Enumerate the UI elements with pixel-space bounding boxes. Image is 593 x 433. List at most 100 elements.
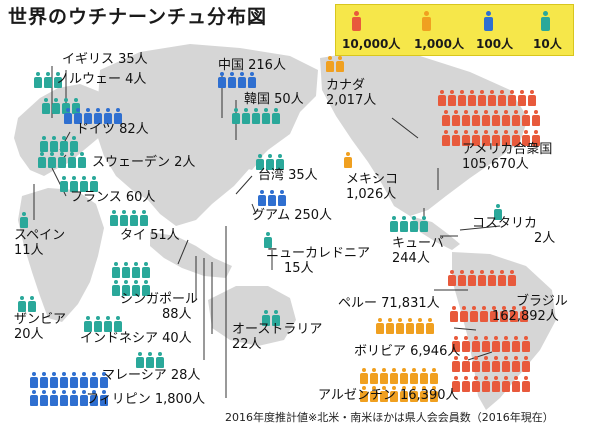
person-icon [94, 316, 102, 332]
person-icon [438, 90, 446, 106]
japan-shape [244, 140, 266, 170]
person-icon [70, 176, 78, 192]
footnote: 2016年度推計値※北米・南米ほかは県人会会員数（2016年現在） [225, 411, 554, 424]
person-icon [70, 372, 78, 388]
label-spain: スペイン 11人 [14, 228, 65, 258]
person-icon [80, 176, 88, 192]
label-zambia: ザンビア 20人 [14, 312, 66, 342]
person-icon [448, 90, 456, 106]
person-icon [60, 372, 68, 388]
person-icon [258, 190, 266, 206]
legend-label-1000: 1,000人 [414, 37, 464, 51]
label-mexico-count: 1,026人 [346, 187, 397, 202]
label-sweden: スウェーデン 2人 [92, 155, 196, 170]
label-usa-count: 105,670人 [462, 157, 529, 172]
person-icon [492, 376, 500, 392]
label-singapore-count: 88人 [162, 307, 192, 322]
person-icon [140, 210, 148, 226]
label-singapore-name: シンガポール [120, 292, 199, 307]
person-icon [502, 376, 510, 392]
label-australia: オーストラリア 22人 [232, 322, 322, 352]
label-mexico: メキシコ 1,026人 [346, 172, 398, 202]
label-taiwan: 台湾 35人 [258, 168, 318, 183]
person-icon [268, 190, 276, 206]
person-icon [50, 390, 58, 406]
person-icon [472, 356, 480, 372]
person-icon [218, 72, 226, 88]
person-icon [420, 386, 428, 402]
person-icon [478, 270, 486, 286]
person-icon [502, 110, 510, 126]
person-icon [462, 356, 470, 372]
person-icon [48, 152, 56, 168]
label-usa-name: アメリカ合衆国 [462, 142, 553, 157]
person-icon [90, 390, 98, 406]
person-icon [522, 376, 530, 392]
person-icon [380, 386, 388, 402]
person-icon [488, 270, 496, 286]
person-icon [498, 270, 506, 286]
label-brazil-count: 162,892人 [492, 309, 559, 324]
person-icon [142, 280, 150, 296]
person-icon [452, 130, 460, 146]
person-icon [146, 352, 154, 368]
person-icon [104, 316, 112, 332]
person-icon [410, 216, 418, 232]
person-icon [90, 176, 98, 192]
person-icon [396, 318, 404, 334]
label-costarica-name: コスタリカ [472, 216, 538, 231]
person-icon [360, 368, 368, 384]
person-icon [228, 72, 236, 88]
legend-label-10: 10人 [533, 37, 562, 51]
person-icon [272, 108, 280, 124]
person-icon [472, 110, 480, 126]
person-icon [512, 376, 520, 392]
person-icon [336, 56, 344, 72]
label-malaysia: マレーシア 28人 [102, 368, 201, 383]
person-icon [58, 152, 66, 168]
person-icon [122, 280, 130, 296]
person-icon [40, 372, 48, 388]
person-icon [502, 130, 510, 146]
person-icon [492, 336, 500, 352]
person-icon [38, 152, 46, 168]
label-uk: イギリス 35人 [62, 52, 148, 67]
person-icon [442, 130, 450, 146]
label-mexico-name: メキシコ [346, 172, 399, 187]
person-icon [156, 352, 164, 368]
person-icon [430, 386, 438, 402]
person-icon [400, 386, 408, 402]
person-icon [60, 136, 68, 152]
person-icon [50, 372, 58, 388]
person-icon [532, 130, 540, 146]
person-icon [132, 280, 140, 296]
label-philippines: フィリピン 1,800人 [86, 392, 206, 407]
person-icon [30, 372, 38, 388]
person-icon [142, 262, 150, 278]
person-icon [370, 368, 378, 384]
person-icon [528, 90, 536, 106]
label-canada: カナダ 2,017人 [326, 78, 376, 108]
label-singapore: シンガポール 88人 [120, 292, 198, 322]
person-icon [386, 318, 394, 334]
asia-shape [96, 44, 318, 226]
person-icon [502, 356, 510, 372]
person-icon [100, 372, 108, 388]
person-icon [390, 386, 398, 402]
person-icon [410, 386, 418, 402]
person-icon [90, 372, 98, 388]
person-icon [326, 56, 334, 72]
person-icon [78, 152, 86, 168]
person-icon [522, 110, 530, 126]
person-icon [448, 270, 456, 286]
label-argentina: アルゼンチン 16,390人 [318, 388, 459, 403]
label-cuba: キューバ 244人 [392, 236, 444, 266]
person-icon [482, 376, 490, 392]
person-icon [452, 376, 460, 392]
person-icon [390, 216, 398, 232]
person-icon [522, 356, 530, 372]
label-canada-name: カナダ [326, 78, 366, 93]
person-icon [400, 368, 408, 384]
label-costarica: コスタリカ 2人 [472, 216, 555, 246]
